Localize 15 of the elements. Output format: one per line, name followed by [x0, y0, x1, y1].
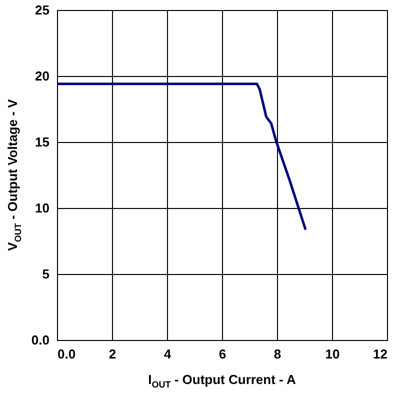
x-tick-label: 0.0	[58, 346, 76, 362]
x-tick-label: 6	[218, 346, 226, 362]
x-tick-label: 10	[325, 346, 340, 362]
y-tick-label: 10	[35, 200, 50, 216]
y-tick-label: 5	[42, 266, 50, 282]
y-tick-label: 20	[35, 68, 50, 84]
y-tick-label: 0.0	[31, 332, 50, 348]
y-tick-label: 15	[35, 134, 50, 150]
line-series	[57, 82, 307, 232]
y-tick-label: 25	[35, 2, 50, 18]
x-tick-label: 8	[274, 346, 282, 362]
x-tick-label: 2	[108, 346, 116, 362]
x-tick-label: 4	[164, 346, 172, 362]
x-tick-label: 12	[373, 346, 388, 362]
x-axis-title: I$_{OUT}$ - Output Current - A	[148, 372, 296, 390]
